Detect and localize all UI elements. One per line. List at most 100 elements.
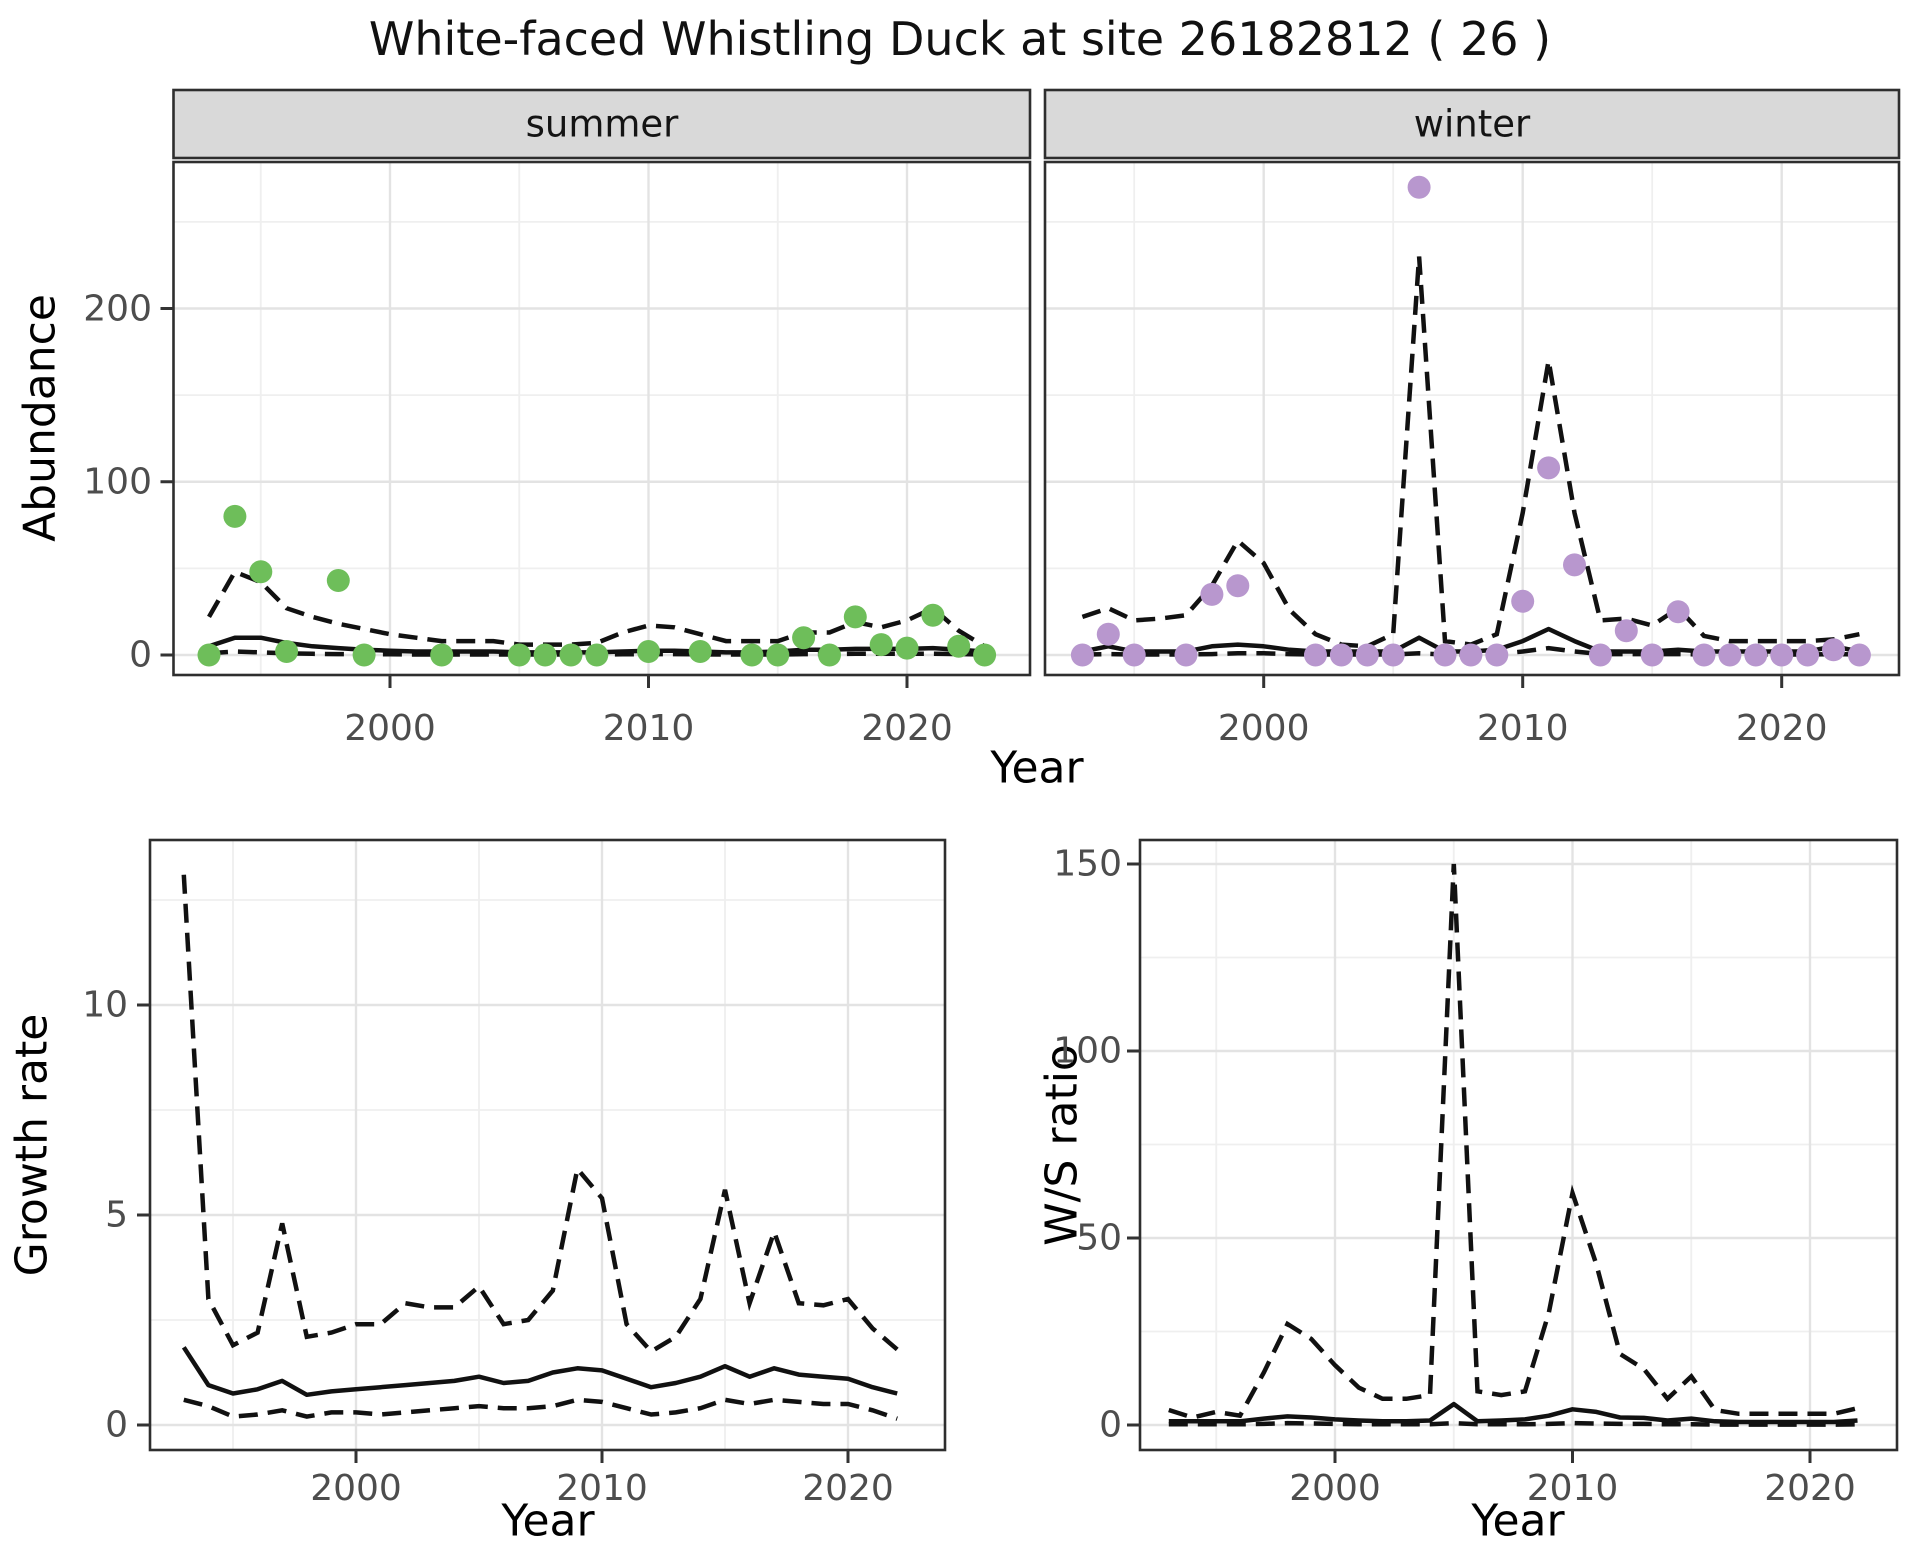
data-point [1407,175,1431,199]
data-point [1796,643,1820,667]
data-point [223,504,247,528]
data-point [766,643,790,667]
x-tick-label-ws_ratio: 2000 [1289,1468,1381,1509]
panel-abundance_summer [160,88,1032,688]
y-tick-label-growth_rate: 0 [105,1404,128,1446]
data-point [1096,622,1120,646]
y-tick-label-ws_ratio: 150 [1053,843,1122,885]
y-tick-label-ws_ratio: 50 [1076,1217,1122,1259]
x-tick-label-ws_ratio: 2020 [1764,1468,1856,1509]
data-point [1563,553,1586,577]
y-tick-label-abundance_summer: 0 [129,634,152,676]
y-tick-label-abundance_summer: 100 [83,461,152,503]
x-tick-label-abundance_summer: 2020 [861,708,953,749]
y-axis-title-abundance: Abundance [14,294,66,542]
x-tick-label-growth_rate: 2020 [802,1468,894,1509]
observed-points [197,504,997,667]
data-point [637,640,660,663]
panel-ws_ratio [1127,838,1899,1463]
data-point [792,626,816,650]
panel-border [148,838,947,1452]
data-point [1070,643,1094,667]
median-line [1168,1401,1858,1425]
data-point [1692,643,1716,667]
gridlines [173,162,1030,675]
series-ws_ratio [1168,863,1859,1427]
data-point [921,603,945,627]
data-point [895,636,919,660]
axis-ticks [1262,675,1784,688]
panel-border [172,160,1032,677]
data-point [1485,643,1509,667]
y-tick-label-growth_rate: 5 [105,1194,128,1236]
x-tick-label-abundance_winter: 2020 [1735,708,1828,749]
data-point [1718,643,1742,667]
data-point [1770,643,1794,667]
x-axis-title-year-ws: Year [1471,1495,1565,1547]
x-tick-label-ws_ratio: 2010 [1526,1468,1619,1509]
data-point [430,643,454,667]
x-tick-label-abundance_winter: 2000 [1217,708,1310,749]
panel-border [1043,160,1901,677]
facet-strip-summer: summer [525,102,679,146]
series-abundance_summer [197,504,997,667]
x-tick-label-growth_rate: 2010 [556,1468,648,1509]
data-point [326,569,350,592]
data-point [1822,638,1845,662]
data-point [740,643,764,667]
lower-ci-line [183,1397,898,1421]
data-point [352,643,376,667]
data-point [1666,600,1690,624]
axis-ticks [1127,862,1812,1463]
data-point [843,605,867,629]
gridlines [150,840,945,1450]
data-point [249,560,273,584]
x-axis-title-year-top: Year [990,742,1084,794]
y-tick-label-ws_ratio: 100 [1053,1030,1122,1072]
series-abundance_winter [1070,175,1871,667]
data-point [973,643,997,667]
axis-ticks [160,307,909,688]
data-point [1355,643,1379,667]
data-point [1329,643,1353,667]
x-tick-label-abundance_summer: 2010 [602,708,695,749]
panel-border [1138,838,1899,1452]
data-point [559,643,583,667]
data-point [1174,643,1198,667]
data-point [1433,643,1457,667]
data-point [1304,643,1327,667]
panel-abundance_winter [1043,88,1901,688]
observed-points [1070,175,1871,667]
page-title: White-faced Whistling Duck at site 26182… [368,12,1552,66]
series-growth_rate [181,874,899,1421]
y-tick-label-ws_ratio: 0 [1099,1404,1122,1446]
median-line [181,1346,898,1398]
data-point [1511,589,1535,613]
facet-strip [1043,88,1901,160]
panel-background [150,840,945,1450]
data-point [947,634,971,658]
facet-strip [172,88,1032,160]
data-point [1459,643,1483,667]
data-point [1226,574,1250,598]
upper-ci-line [181,874,899,1355]
data-point [1381,643,1405,667]
data-point [1122,643,1146,667]
data-point [1847,643,1871,667]
data-point [197,643,221,667]
facet-strip-winter: winter [1413,102,1531,146]
y-axis-title-growth-rate: Growth rate [6,1013,58,1277]
data-point [1614,619,1638,643]
x-tick-label-abundance_winter: 2010 [1476,708,1569,749]
data-point [533,643,557,667]
data-point [688,640,712,663]
data-point [1537,456,1561,480]
x-tick-label-abundance_summer: 2000 [344,708,436,749]
data-point [1744,643,1768,667]
panel-growth_rate [137,838,947,1463]
data-point [1200,582,1224,606]
axis-ticks [137,1003,850,1463]
y-axis-title-ws-ratio: W/S ratio [1036,1044,1088,1246]
